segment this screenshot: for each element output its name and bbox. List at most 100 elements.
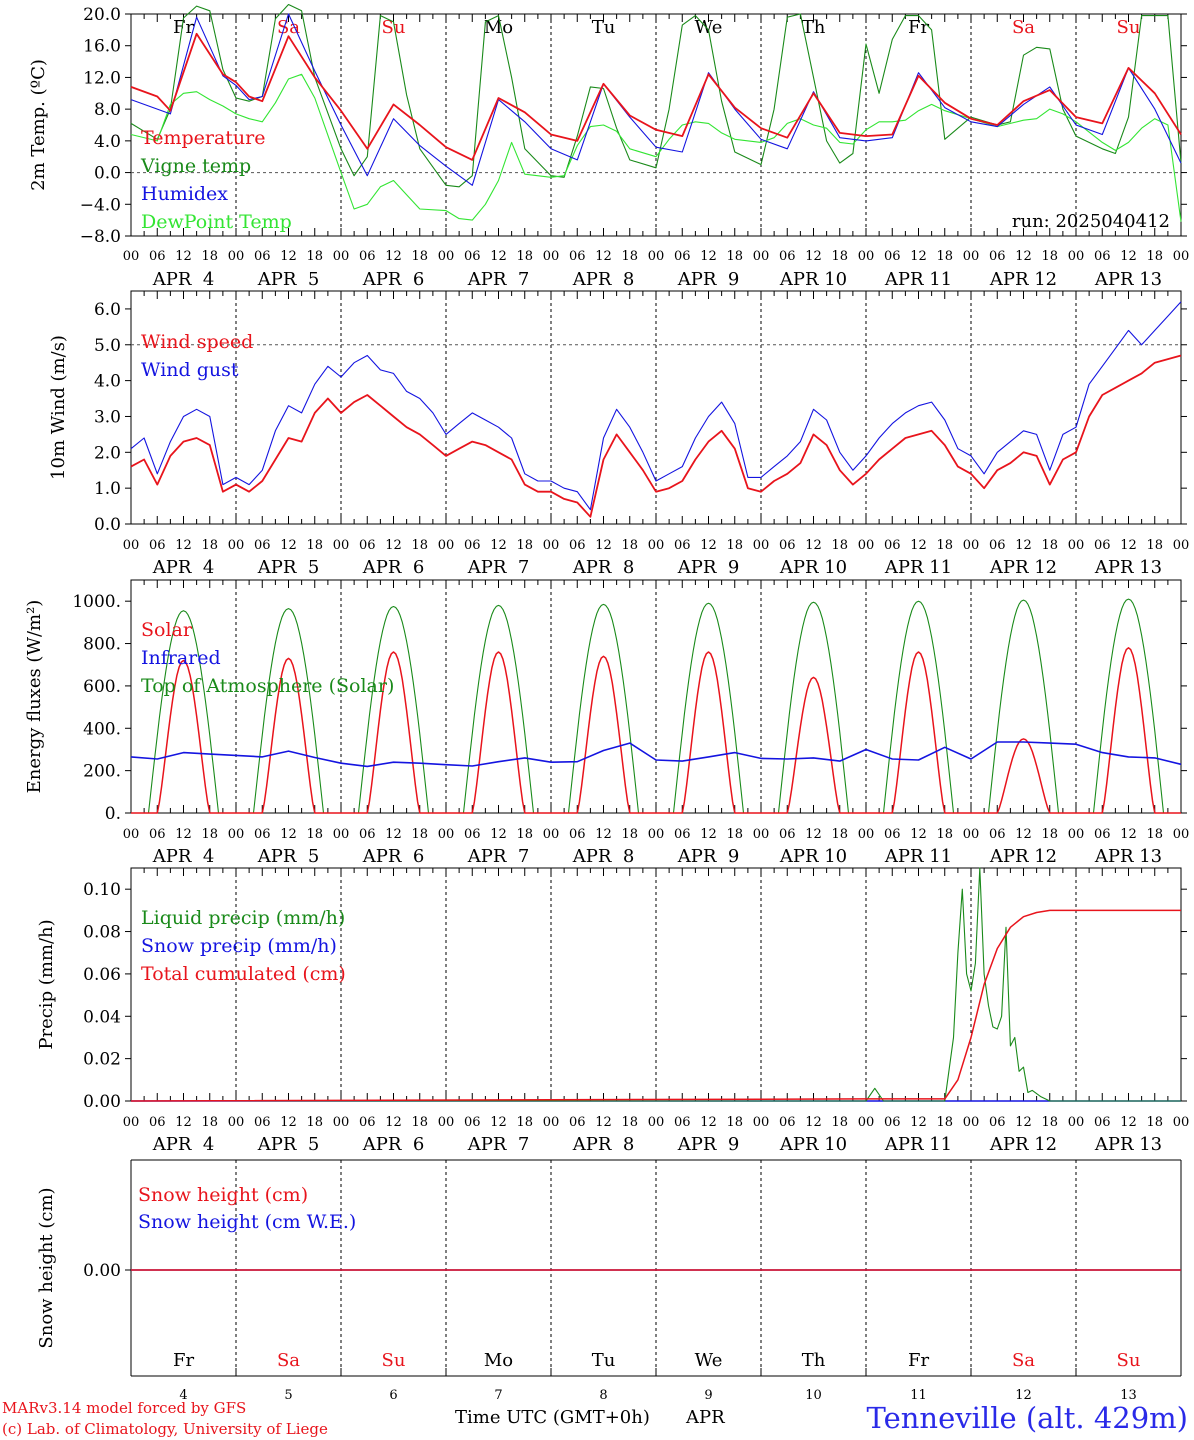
date-label: APR 9 (677, 846, 740, 867)
hour-tick-label: 12 (175, 1115, 192, 1130)
hour-tick-label: 12 (280, 538, 297, 553)
infrared-line (130, 741, 1182, 768)
hour-tick-label: 18 (306, 827, 323, 842)
temperature-line (130, 32, 1182, 161)
date-label: APR 12 (989, 557, 1057, 578)
hour-tick-label: 18 (1041, 1115, 1058, 1130)
weekday-label: Sa (277, 1350, 300, 1371)
y-tick-label: 8.0 (94, 100, 121, 120)
hour-tick-label: 00 (858, 827, 875, 842)
hour-tick-label: 12 (700, 249, 717, 264)
hour-tick-label: 06 (149, 249, 166, 264)
hour-tick-label: 12 (910, 538, 927, 553)
hour-tick-label: 18 (621, 538, 638, 553)
hour-tick-label: 12 (1015, 1115, 1032, 1130)
hour-tick-label: 00 (333, 827, 350, 842)
y-tick-label: 1000. (72, 592, 121, 612)
date-label: APR 13 (1094, 1134, 1162, 1155)
y-tick-label: −4.0 (80, 195, 121, 215)
legend-total-cumulated: Total cumulated (cm) (141, 963, 346, 985)
hour-tick-label: 00 (648, 249, 665, 264)
hour-tick-label: 12 (175, 827, 192, 842)
hour-tick-label: 06 (254, 1115, 271, 1130)
hour-tick-label: 12 (490, 249, 507, 264)
hour-tick-label: 18 (726, 538, 743, 553)
hour-tick-label: 12 (490, 538, 507, 553)
weekday-label: Tu (592, 1350, 616, 1371)
hour-tick-label: 00 (333, 538, 350, 553)
hour-tick-label: 00 (333, 1115, 350, 1130)
hour-tick-label: 06 (254, 249, 271, 264)
hour-tick-label: 06 (569, 538, 586, 553)
hour-tick-label: 00 (123, 1115, 140, 1130)
hour-tick-label: 06 (779, 538, 796, 553)
weekday-label: Sa (1012, 17, 1035, 38)
legend-wind-speed: Wind speed (141, 331, 253, 353)
date-label: APR 10 (779, 557, 847, 578)
hour-tick-label: 00 (963, 827, 980, 842)
y-tick-label: 800. (83, 635, 121, 655)
date-label: APR 13 (1094, 846, 1162, 867)
date-label: APR 5 (257, 557, 320, 578)
snow-panel: 0.00 Snow height (cm) Snow height (cm) Snow… (36, 1159, 1182, 1403)
solar-line (971, 738, 1076, 814)
hour-tick-label: 12 (385, 827, 402, 842)
weekday-label: Fr (173, 1350, 194, 1371)
y-tick-label: 0.02 (83, 1050, 121, 1070)
date-label: APR 13 (1094, 557, 1162, 578)
hour-tick-label: 00 (123, 827, 140, 842)
weekday-label: Fr (908, 1350, 929, 1371)
hour-tick-label: 00 (753, 249, 770, 264)
y-tick-label: 6.0 (94, 300, 121, 320)
hour-tick-label: 00 (753, 538, 770, 553)
toa-solar-line (866, 600, 971, 814)
hour-tick-label: 00 (543, 827, 560, 842)
y-axis-label: Energy fluxes (W/m²) (24, 600, 45, 794)
date-label: APR 9 (677, 1134, 740, 1155)
hour-tick-label: 18 (1146, 538, 1163, 553)
hour-tick-label: 00 (963, 1115, 980, 1130)
weekday-label: Tu (592, 17, 616, 38)
hour-tick-label: 12 (700, 1115, 717, 1130)
legend-temperature: Temperature (141, 127, 265, 149)
date-label: APR 9 (677, 557, 740, 578)
legend-wind-gust: Wind gust (141, 359, 239, 381)
hour-tick-label: 18 (1146, 1115, 1163, 1130)
hour-tick-label: 00 (858, 249, 875, 264)
day-number-label: 6 (389, 1388, 397, 1403)
credit-line-1: MARv3.14 model forced by GFS (2, 1399, 246, 1417)
date-label: APR 4 (152, 557, 215, 578)
legend-snow-precip: Snow precip (mm/h) (141, 935, 337, 957)
y-tick-label: 4.0 (94, 132, 121, 152)
hour-tick-label: 00 (963, 538, 980, 553)
legend-snow-height: Snow height (cm) (138, 1184, 308, 1206)
weekday-label: Th (802, 1350, 826, 1371)
day-number-label: 11 (910, 1388, 927, 1403)
hour-tick-label: 12 (595, 249, 612, 264)
energy-panel: Energy fluxes (W/m²) 1000. 800. 600. 400. 200… (24, 579, 1190, 867)
temperature-panel: 2m Temp. (ºC) 20.0 16.0 12.0 8.0 4.0 0.0 −4.0 −8… (28, 3, 1189, 290)
hour-tick-label: 12 (1015, 827, 1032, 842)
hour-tick-label: 18 (516, 538, 533, 553)
hour-tick-label: 00 (1173, 827, 1190, 842)
hour-tick-label: 18 (831, 538, 848, 553)
hour-tick-label: 12 (385, 1115, 402, 1130)
hour-tick-label: 06 (989, 827, 1006, 842)
hour-tick-label: 18 (306, 249, 323, 264)
hour-tick-label: 00 (438, 827, 455, 842)
hour-tick-label: 06 (1094, 538, 1111, 553)
y-tick-label: 0.00 (83, 1261, 121, 1281)
date-label: APR 11 (884, 846, 952, 867)
weekday-label: Su (382, 1350, 406, 1371)
liquid-precip-line (131, 867, 1181, 1102)
hour-tick-label: 06 (884, 249, 901, 264)
run-label: run: 2025040412 (1012, 211, 1170, 232)
y-tick-label: 2.0 (94, 443, 121, 463)
date-label: APR 10 (779, 1134, 847, 1155)
weekday-label: Su (1117, 17, 1141, 38)
date-label: APR 8 (572, 269, 635, 290)
station-title: Tenneville (alt. 429m) (867, 1401, 1189, 1435)
credit-line-2: (c) Lab. of Climatology, University of L… (2, 1420, 328, 1438)
hour-tick-label: 06 (674, 249, 691, 264)
